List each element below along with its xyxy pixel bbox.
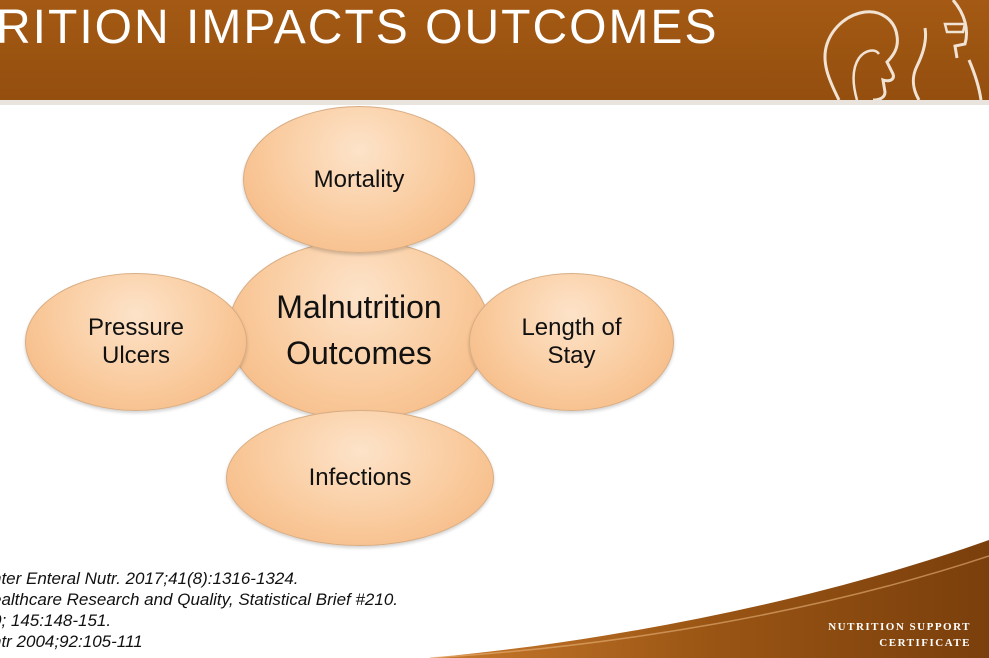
slide-title: RITION IMPACTS OUTCOMES (0, 1, 719, 54)
node-mortality: Mortality (243, 106, 475, 253)
references: nter Enteral Nutr. 2017;41(8):1316-1324.… (0, 568, 398, 652)
center-node-line-2: Outcomes (286, 335, 432, 371)
center-node-malnutrition-outcomes: Malnutrition Outcomes (228, 240, 490, 420)
reference-line: ntr 2004;92:105-111 (0, 632, 143, 651)
node-pressure-ulcers-line-2: Ulcers (101, 342, 170, 369)
reference-line: nter Enteral Nutr. 2017;41(8):1316-1324. (0, 569, 299, 588)
node-pressure-ulcers: Pressure Ulcers (25, 273, 247, 411)
brand-line-2: CERTIFICATE (879, 637, 971, 649)
node-length-of-stay-line-2: Stay (547, 342, 596, 369)
title-underline (0, 100, 989, 105)
node-length-of-stay: Length of Stay (469, 273, 674, 411)
reference-line: ealthcare Research and Quality, Statisti… (0, 590, 399, 609)
reference-line: 0; 145:148-151. (0, 611, 112, 630)
node-pressure-ulcers-line-1: Pressure (87, 314, 185, 341)
node-mortality-label: Mortality (313, 165, 405, 193)
center-node-line-1: Malnutrition (276, 289, 442, 325)
node-infections: Infections (226, 410, 494, 546)
title-bar: RITION IMPACTS OUTCOMES (0, 0, 989, 100)
brand-line-1: NUTRITION SUPPORT (828, 621, 971, 633)
head-profile-logo-icon (823, 0, 983, 100)
brand-logo: NUTRITION SUPPORT CERTIFICATE (828, 619, 971, 651)
node-length-of-stay-line-1: Length of (521, 314, 622, 341)
node-infections-label: Infections (308, 464, 412, 491)
